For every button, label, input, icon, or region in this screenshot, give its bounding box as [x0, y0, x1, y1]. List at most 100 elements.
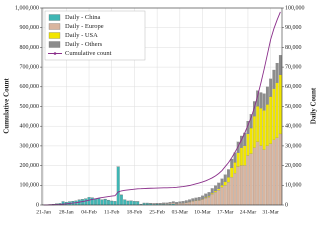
y2-tick-label: 70,000	[285, 64, 302, 70]
line	[43, 11, 281, 206]
bar	[249, 153, 253, 205]
bar	[246, 133, 250, 156]
bar	[120, 194, 123, 206]
x-tick-label: 25-Feb	[149, 209, 165, 215]
bar	[262, 93, 266, 111]
bar	[110, 200, 114, 206]
bar	[256, 141, 260, 205]
bar	[262, 110, 266, 150]
legend-swatch	[48, 41, 61, 48]
bar	[168, 202, 172, 204]
y2-axis-title: Daily Count	[310, 87, 318, 124]
bar	[175, 202, 179, 204]
bar	[240, 165, 243, 205]
bar	[97, 198, 101, 206]
y2-tick-label: 40,000	[285, 124, 302, 130]
bar	[84, 198, 88, 206]
legend: Daily - China Daily - Europe Daily - USA Da…	[44, 10, 146, 61]
bar	[223, 174, 227, 182]
bar	[204, 197, 208, 206]
bar	[107, 200, 110, 206]
bar	[269, 143, 273, 205]
bar	[162, 202, 166, 204]
bar	[265, 86, 269, 105]
bar	[217, 182, 221, 189]
bar	[275, 137, 279, 205]
bar	[152, 203, 156, 205]
bar	[171, 201, 175, 203]
bar	[181, 203, 185, 205]
bar	[201, 199, 204, 206]
bar	[188, 201, 192, 205]
y-tick-label: 300,000	[20, 143, 40, 149]
bar	[197, 197, 201, 201]
bar	[175, 203, 179, 205]
y-tick-label: 0	[36, 202, 39, 208]
bar	[265, 145, 269, 206]
bar	[210, 188, 214, 194]
bar	[165, 202, 169, 204]
bar	[113, 201, 117, 206]
x-tick-label: 10-Mar	[194, 209, 211, 215]
bar	[259, 145, 263, 205]
bar	[217, 190, 221, 206]
bar	[214, 190, 217, 193]
y2-tick-label: 80,000	[285, 45, 302, 51]
bar	[210, 194, 214, 206]
bar	[272, 139, 276, 205]
bar	[236, 141, 240, 153]
bar	[230, 167, 234, 178]
bar	[223, 181, 227, 186]
bar	[278, 133, 282, 205]
bar	[188, 199, 192, 202]
bar	[191, 198, 195, 202]
x-tick-label: 31-Mar	[262, 209, 279, 215]
legend-label: Daily - Others	[65, 41, 103, 48]
bar	[210, 193, 214, 195]
bar	[100, 199, 104, 206]
bar	[207, 197, 211, 206]
y-tick-label: 600,000	[20, 84, 40, 90]
bar	[214, 192, 217, 206]
bar	[181, 201, 185, 204]
x-tick-label: 28-Jan	[59, 209, 74, 215]
bar	[207, 192, 211, 197]
y-tick-label: 200,000	[20, 163, 40, 169]
y-tick-label: 800,000	[20, 45, 40, 51]
bar	[269, 78, 273, 97]
bar	[87, 197, 91, 206]
bar	[129, 200, 133, 206]
bar	[204, 197, 208, 199]
bar	[123, 199, 127, 206]
bar	[249, 127, 253, 154]
bar	[207, 196, 211, 198]
bar	[155, 203, 159, 204]
bar	[227, 177, 230, 183]
y2-tick-label: 10,000	[285, 183, 302, 189]
y-tick-label: 500,000	[20, 104, 40, 110]
legend-swatch	[48, 14, 61, 21]
legend-label: Daily - USA	[65, 32, 98, 39]
y2-tick-label: 60,000	[285, 84, 302, 90]
bar	[168, 203, 172, 205]
y-axis-title: Cumulative Count	[3, 78, 11, 134]
bar	[230, 158, 234, 168]
bar	[269, 96, 273, 144]
bar	[194, 197, 198, 201]
legend-label: Cumulative count	[65, 50, 112, 57]
bar	[217, 188, 221, 191]
legend-marker	[53, 52, 57, 55]
bar	[165, 203, 169, 205]
bar	[272, 88, 276, 140]
y-tick-label: 900,000	[20, 25, 40, 31]
bar	[256, 90, 260, 107]
y2-tick-label: 20,000	[285, 163, 302, 169]
bar	[243, 165, 247, 205]
bar	[256, 106, 260, 142]
bar	[132, 201, 136, 206]
y2-tick-label: 50,000	[285, 104, 302, 110]
x-tick-label: 21-Jan	[36, 209, 51, 215]
bar	[252, 116, 256, 148]
y2-tick-label: 90,000	[285, 25, 302, 31]
bar	[265, 104, 269, 146]
